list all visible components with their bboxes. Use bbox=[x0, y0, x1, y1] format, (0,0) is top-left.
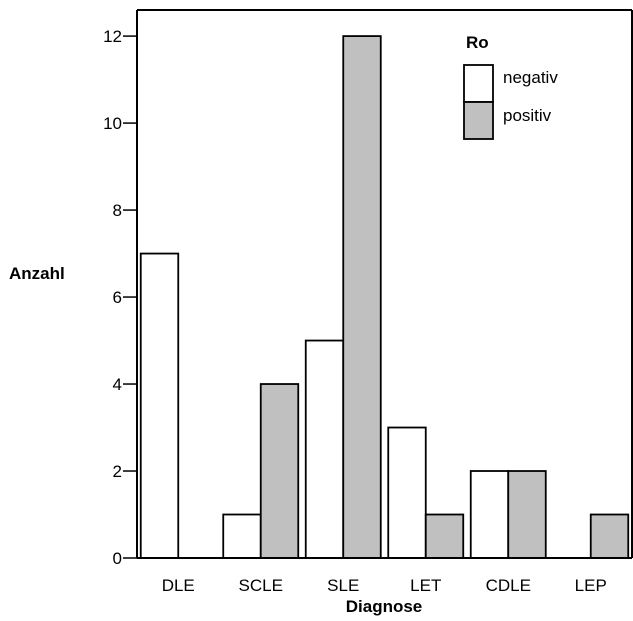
bar-positiv-lep bbox=[589, 513, 630, 559]
x-tick-label-cdle: CDLE bbox=[486, 576, 531, 595]
y-tick-label: 8 bbox=[113, 201, 122, 220]
bar-negativ-sle bbox=[304, 339, 345, 559]
legend-title: Ro bbox=[466, 33, 489, 52]
x-tick-label-scle: SCLE bbox=[239, 576, 283, 595]
x-tick-label-sle: SLE bbox=[327, 576, 359, 595]
bar-negativ-scle bbox=[222, 513, 262, 559]
bar-negativ-let bbox=[387, 426, 427, 559]
y-tick-label: 4 bbox=[113, 375, 122, 394]
bar-negativ-cdle bbox=[469, 470, 510, 559]
legend-swatch-negativ bbox=[463, 64, 494, 103]
y-axis-title: Anzahl bbox=[9, 264, 65, 283]
x-ticks: DLE SCLE SLE LET CDLE LEP bbox=[162, 576, 607, 595]
y-tick-label: 0 bbox=[113, 549, 122, 568]
y-tick-label: 6 bbox=[113, 288, 122, 307]
bar-positiv-cdle bbox=[507, 470, 547, 559]
legend-swatch-positiv bbox=[463, 101, 494, 140]
bars-layer bbox=[139, 35, 630, 559]
x-tick-label-dle: DLE bbox=[162, 576, 195, 595]
bar-positiv-let bbox=[424, 513, 465, 559]
y-tick-label: 10 bbox=[103, 114, 122, 133]
legend: Ro negativ positiv bbox=[463, 33, 558, 140]
legend-label-negativ: negativ bbox=[503, 68, 558, 87]
y-tick-label: 12 bbox=[103, 27, 122, 46]
bar-positiv-scle bbox=[259, 383, 300, 559]
bar-positiv-sle bbox=[342, 35, 382, 559]
y-tick-label: 2 bbox=[113, 462, 122, 481]
x-tick-label-let: LET bbox=[410, 576, 441, 595]
x-axis-title: Diagnose bbox=[346, 597, 423, 616]
x-tick-label-lep: LEP bbox=[575, 576, 607, 595]
y-ticks: 0 2 4 6 8 10 12 bbox=[103, 27, 137, 568]
legend-label-positiv: positiv bbox=[503, 106, 552, 125]
bar-negativ-dle bbox=[139, 252, 180, 559]
